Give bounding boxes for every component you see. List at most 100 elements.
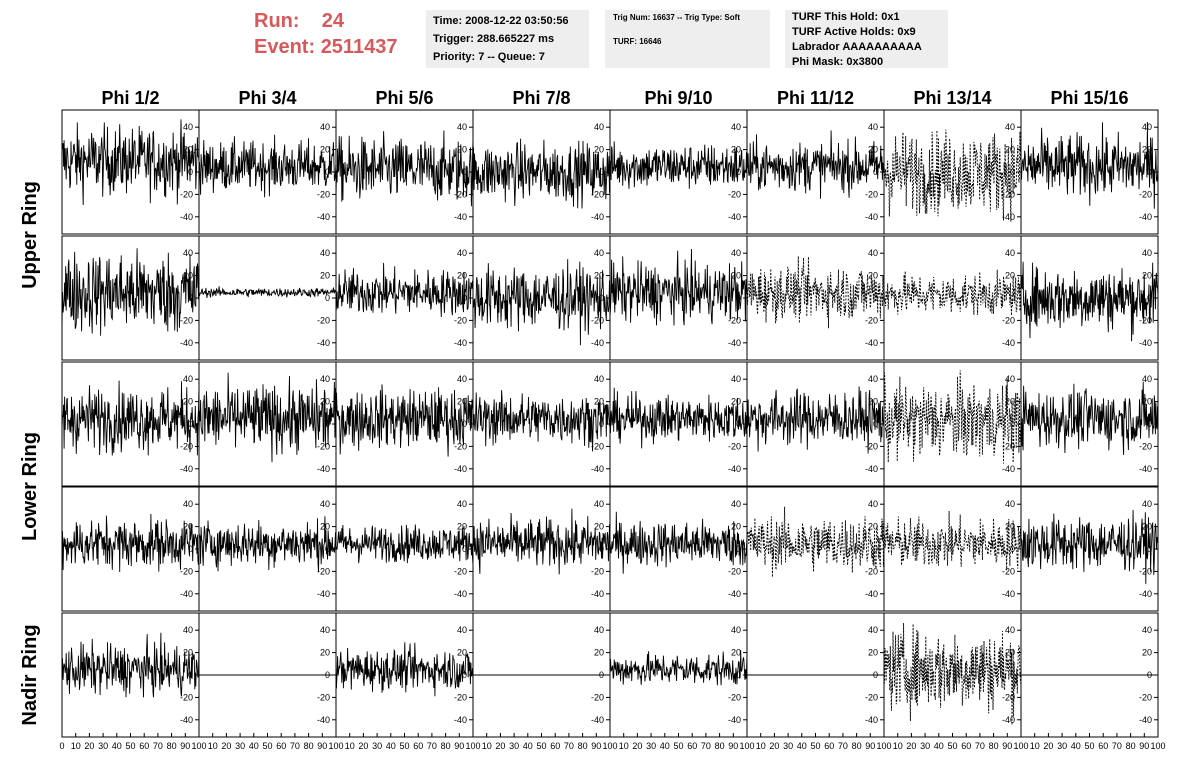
y-tick-label: -20 xyxy=(591,566,604,576)
y-tick-label: 40 xyxy=(1005,499,1015,509)
y-tick-label: 40 xyxy=(1142,248,1152,258)
waveform-trace xyxy=(609,511,748,574)
y-tick-label: 20 xyxy=(183,648,193,658)
run-row: Run: 24 xyxy=(254,8,397,34)
y-tick-label: -40 xyxy=(454,212,467,222)
y-tick-label: 20 xyxy=(868,271,878,281)
y-tick-label: 20 xyxy=(868,522,878,532)
y-tick-label: -40 xyxy=(454,338,467,348)
column-title: Phi 15/16 xyxy=(1050,88,1128,108)
y-tick-label: -40 xyxy=(1002,464,1015,474)
y-tick-label: -40 xyxy=(180,715,193,725)
x-tick-label: 30 xyxy=(1057,741,1067,751)
x-tick-label: 80 xyxy=(441,741,451,751)
y-tick-label: 40 xyxy=(731,374,741,384)
x-tick-label: 40 xyxy=(249,741,259,751)
waveform-trace xyxy=(1020,121,1159,209)
x-tick-label: 10 xyxy=(756,741,766,751)
y-tick-label: -40 xyxy=(317,464,330,474)
y-tick-label: 40 xyxy=(731,499,741,509)
y-tick-label: 40 xyxy=(183,625,193,635)
y-tick-label: 40 xyxy=(731,122,741,132)
x-tick-label: 70 xyxy=(153,741,163,751)
column-title: Phi 7/8 xyxy=(512,88,570,108)
x-tick-label: 40 xyxy=(386,741,396,751)
x-tick-label: 50 xyxy=(262,741,272,751)
x-tick-label: 70 xyxy=(975,741,985,751)
x-tick-label: 40 xyxy=(660,741,670,751)
y-tick-label: 40 xyxy=(1142,625,1152,635)
y-tick-label: 20 xyxy=(457,397,467,407)
event-row: Event: 2511437 xyxy=(254,34,397,60)
y-tick-label: -40 xyxy=(1139,464,1152,474)
turf-active-holds-text: TURF Active Holds: 0x9 xyxy=(792,26,916,38)
ring-label: Upper Ring xyxy=(19,181,41,289)
y-tick-label: -40 xyxy=(180,589,193,599)
y-tick-label: 20 xyxy=(1142,648,1152,658)
y-tick-label: 40 xyxy=(457,374,467,384)
y-tick-label: -20 xyxy=(1139,189,1152,199)
y-tick-label: 0 xyxy=(1010,293,1015,303)
y-tick-label: -20 xyxy=(865,189,878,199)
waveform-trace xyxy=(61,513,200,573)
y-tick-label: 40 xyxy=(1005,122,1015,132)
y-tick-label: -40 xyxy=(1002,212,1015,222)
x-tick-label: 90 xyxy=(728,741,738,751)
x-tick-label: 50 xyxy=(947,741,957,751)
panel-frame xyxy=(198,235,337,361)
waveform-trace xyxy=(472,508,611,575)
y-tick-label: -40 xyxy=(317,589,330,599)
y-tick-label: -40 xyxy=(728,589,741,599)
y-tick-label: -20 xyxy=(1139,315,1152,325)
event-label: Event: xyxy=(254,36,316,58)
waveform-trace xyxy=(336,642,474,697)
panel-frame xyxy=(883,235,1022,361)
x-tick-label: 70 xyxy=(427,741,437,751)
y-tick-label: -40 xyxy=(728,715,741,725)
y-tick-label: -20 xyxy=(317,189,330,199)
y-tick-label: 20 xyxy=(731,397,741,407)
column-title: Phi 13/14 xyxy=(913,88,991,108)
x-tick-label: 100 xyxy=(1150,741,1165,751)
y-tick-label: 20 xyxy=(731,648,741,658)
y-tick-label: 0 xyxy=(873,167,878,177)
y-tick-label: 20 xyxy=(1005,522,1015,532)
y-tick-label: -40 xyxy=(1002,589,1015,599)
x-tick-label: 10 xyxy=(482,741,492,751)
y-tick-label: -20 xyxy=(728,566,741,576)
waveform-trace xyxy=(883,370,1022,464)
y-tick-label: 20 xyxy=(1005,145,1015,155)
x-tick-label: 100 xyxy=(602,741,617,751)
y-tick-label: 20 xyxy=(731,271,741,281)
y-tick-label: -40 xyxy=(591,715,604,725)
y-tick-label: 20 xyxy=(594,271,604,281)
x-tick-label: 40 xyxy=(934,741,944,751)
waveform-trace xyxy=(61,380,200,456)
y-tick-label: 20 xyxy=(183,397,193,407)
x-tick-label: 70 xyxy=(1112,741,1122,751)
x-tick-label: 20 xyxy=(358,741,368,751)
run-label: Run: xyxy=(254,10,300,32)
y-tick-label: -20 xyxy=(1139,692,1152,702)
y-tick-label: -20 xyxy=(865,566,878,576)
y-tick-label: 20 xyxy=(1005,271,1015,281)
x-tick-label: 10 xyxy=(893,741,903,751)
x-tick-label: 90 xyxy=(591,741,601,751)
y-tick-label: -20 xyxy=(317,692,330,702)
x-tick-label: 50 xyxy=(810,741,820,751)
waveform-trace xyxy=(746,130,885,199)
y-tick-label: 20 xyxy=(457,648,467,658)
x-tick-label: 30 xyxy=(235,741,245,751)
y-tick-label: 40 xyxy=(320,499,330,509)
x-tick-label: 80 xyxy=(304,741,314,751)
x-tick-label: 10 xyxy=(208,741,218,751)
run-value: 24 xyxy=(321,10,345,32)
y-tick-label: -20 xyxy=(180,566,193,576)
run-event-header: Run: 24 Event: 2511437 xyxy=(254,8,397,60)
y-tick-label: 0 xyxy=(599,167,604,177)
y-tick-label: -20 xyxy=(865,315,878,325)
y-tick-label: -20 xyxy=(1002,566,1015,576)
turf-this-hold-text: TURF This Hold: 0x1 xyxy=(792,11,900,23)
x-tick-label: 50 xyxy=(399,741,409,751)
waveform-trace xyxy=(335,384,474,457)
